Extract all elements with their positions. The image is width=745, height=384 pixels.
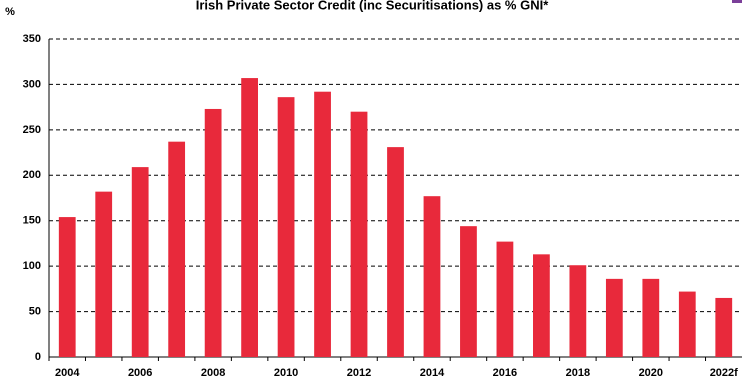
y-tick-label: 200 (23, 169, 41, 181)
x-tick-label: 2010 (274, 367, 298, 379)
x-tick-label: 2008 (201, 367, 225, 379)
bar (569, 265, 587, 357)
y-tick-label: 0 (35, 351, 41, 363)
bar (95, 191, 113, 357)
bar (715, 297, 733, 357)
x-tick-label: 2014 (420, 367, 445, 379)
chart-title: Irish Private Sector Credit (inc Securit… (196, 0, 549, 12)
bar (678, 291, 696, 357)
bar (350, 111, 368, 357)
y-tick-label: 250 (23, 124, 41, 136)
y-tick-label: 150 (23, 215, 41, 227)
y-tick-label: 300 (23, 78, 41, 90)
bar (387, 147, 404, 357)
bar (241, 78, 258, 357)
x-tick-label: 2006 (128, 367, 152, 379)
y-axis-label: % (5, 6, 15, 18)
bar (496, 241, 514, 357)
bar (277, 97, 295, 358)
x-tick-label: 2022f (710, 367, 738, 379)
bar (314, 91, 331, 357)
y-tick-label: 350 (23, 33, 41, 45)
x-tick-label: 2020 (639, 367, 663, 379)
bar (131, 167, 149, 357)
decoration (732, 0, 742, 3)
bar (533, 254, 550, 357)
bar (642, 278, 660, 357)
y-tick-label: 100 (23, 260, 41, 272)
x-tick-label: 2004 (55, 367, 80, 379)
y-tick-label: 50 (29, 305, 41, 317)
x-tick-label: 2012 (347, 367, 371, 379)
x-tick-label: 2016 (493, 367, 517, 379)
bar (58, 217, 76, 357)
bar (204, 108, 222, 358)
bar (605, 278, 623, 357)
bar (460, 226, 477, 357)
bar (168, 141, 186, 357)
x-tick-label: 2018 (566, 367, 590, 379)
bar (423, 196, 441, 357)
